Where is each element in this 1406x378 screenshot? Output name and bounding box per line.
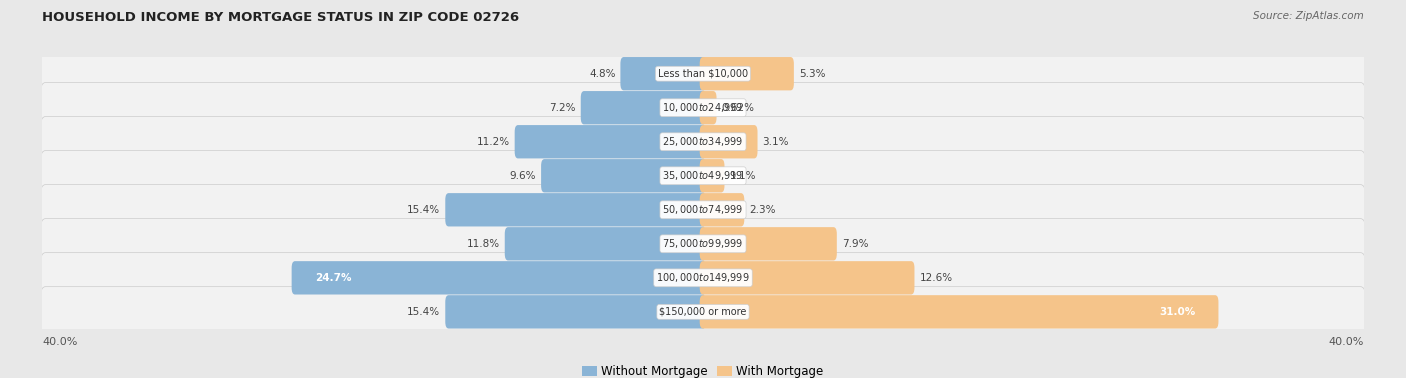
FancyBboxPatch shape	[700, 125, 758, 158]
FancyBboxPatch shape	[515, 125, 706, 158]
Text: 31.0%: 31.0%	[1159, 307, 1195, 317]
FancyBboxPatch shape	[41, 184, 1365, 235]
Text: $35,000 to $49,999: $35,000 to $49,999	[662, 169, 744, 182]
FancyBboxPatch shape	[700, 227, 837, 260]
Text: $25,000 to $34,999: $25,000 to $34,999	[662, 135, 744, 148]
Text: $150,000 or more: $150,000 or more	[659, 307, 747, 317]
Text: $10,000 to $24,999: $10,000 to $24,999	[662, 101, 744, 114]
Text: 24.7%: 24.7%	[315, 273, 352, 283]
Text: 11.8%: 11.8%	[467, 239, 499, 249]
Text: $75,000 to $99,999: $75,000 to $99,999	[662, 237, 744, 250]
FancyBboxPatch shape	[700, 295, 1219, 328]
Text: 4.8%: 4.8%	[589, 69, 616, 79]
FancyBboxPatch shape	[291, 261, 706, 294]
FancyBboxPatch shape	[446, 295, 706, 328]
FancyBboxPatch shape	[700, 193, 744, 226]
Legend: Without Mortgage, With Mortgage: Without Mortgage, With Mortgage	[578, 360, 828, 378]
Text: 5.3%: 5.3%	[799, 69, 825, 79]
FancyBboxPatch shape	[446, 193, 706, 226]
FancyBboxPatch shape	[505, 227, 706, 260]
Text: 1.1%: 1.1%	[730, 171, 756, 181]
FancyBboxPatch shape	[41, 82, 1365, 133]
FancyBboxPatch shape	[700, 159, 724, 192]
FancyBboxPatch shape	[41, 150, 1365, 201]
FancyBboxPatch shape	[700, 57, 794, 90]
Text: 15.4%: 15.4%	[408, 307, 440, 317]
FancyBboxPatch shape	[41, 218, 1365, 269]
Text: 7.9%: 7.9%	[842, 239, 869, 249]
Text: 9.6%: 9.6%	[509, 171, 536, 181]
FancyBboxPatch shape	[541, 159, 706, 192]
Text: 7.2%: 7.2%	[550, 103, 576, 113]
Text: Source: ZipAtlas.com: Source: ZipAtlas.com	[1253, 11, 1364, 21]
Text: 11.2%: 11.2%	[477, 137, 510, 147]
FancyBboxPatch shape	[700, 261, 914, 294]
Text: $50,000 to $74,999: $50,000 to $74,999	[662, 203, 744, 216]
Text: Less than $10,000: Less than $10,000	[658, 69, 748, 79]
FancyBboxPatch shape	[700, 91, 717, 124]
FancyBboxPatch shape	[41, 116, 1365, 167]
Text: 0.62%: 0.62%	[721, 103, 755, 113]
FancyBboxPatch shape	[581, 91, 706, 124]
Text: 2.3%: 2.3%	[749, 205, 776, 215]
Text: 40.0%: 40.0%	[1329, 337, 1364, 347]
FancyBboxPatch shape	[620, 57, 706, 90]
FancyBboxPatch shape	[41, 48, 1365, 99]
Text: 15.4%: 15.4%	[408, 205, 440, 215]
FancyBboxPatch shape	[41, 287, 1365, 337]
Text: $100,000 to $149,999: $100,000 to $149,999	[657, 271, 749, 284]
Text: 3.1%: 3.1%	[762, 137, 789, 147]
Text: 40.0%: 40.0%	[42, 337, 77, 347]
Text: HOUSEHOLD INCOME BY MORTGAGE STATUS IN ZIP CODE 02726: HOUSEHOLD INCOME BY MORTGAGE STATUS IN Z…	[42, 11, 519, 24]
FancyBboxPatch shape	[41, 253, 1365, 303]
Text: 12.6%: 12.6%	[920, 273, 952, 283]
